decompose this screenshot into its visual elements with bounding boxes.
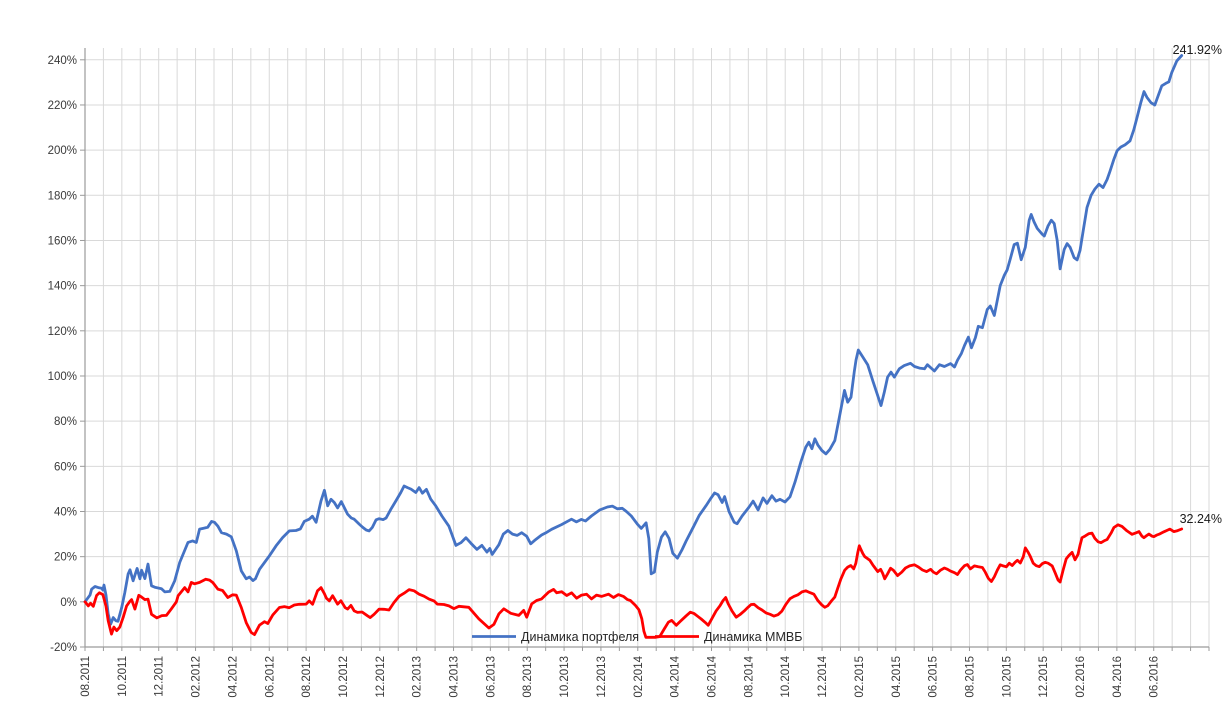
x-tick-label: 04.2015 [891,656,903,698]
y-tick-label: 200% [48,145,77,157]
portfolio-series-line [83,54,1184,626]
y-tick-label: 0% [60,597,77,609]
x-tick-label: 04.2013 [449,656,461,698]
x-tick-label: 10.2012 [338,656,350,698]
x-tick-label: 06.2016 [1149,656,1161,698]
x-tick-label: 04.2012 [227,656,239,698]
x-tick-label: 08.2013 [522,656,534,698]
portfolio-end-value-label: 241.92% [1173,43,1222,57]
x-tick-label: 06.2013 [485,656,497,698]
y-tick-label: 40% [54,506,77,518]
legend-portfolio-label: Динамика портфеля [521,630,639,644]
x-tick-label: 02.2014 [633,655,645,697]
x-tick-label: 12.2014 [817,655,829,697]
y-tick-label: 140% [48,281,77,293]
x-tick-label: 12.2011 [154,656,166,697]
x-tick-label: 08.2011 [80,656,92,697]
y-tick-label: 160% [48,235,77,247]
x-tick-label: 10.2011 [117,656,129,697]
y-tick-label: 80% [54,416,77,428]
x-tick-label: 04.2014 [670,655,682,697]
y-tick-label: 180% [48,190,77,202]
micex-end-value-label: 32.24% [1180,512,1222,526]
micex-series-line [83,523,1184,639]
y-tick-label: 60% [54,461,77,473]
x-tick-label: 12.2013 [596,656,608,698]
y-tick-label: -20% [50,642,77,654]
x-tick-label: 10.2014 [780,655,792,697]
x-tick-label: 08.2014 [743,655,755,697]
x-tick-label: 02.2013 [412,656,424,698]
x-tick-label: 08.2015 [964,656,976,698]
x-tick-label: 06.2014 [706,655,718,697]
x-tick-label: 06.2012 [264,656,276,698]
x-tick-label: 10.2015 [1001,656,1013,698]
x-tick-label: 02.2012 [191,656,203,698]
plot-area: 240% 220% 200% 180% 160% 140% 120% 100% 80% 60% 40… [48,48,1210,698]
y-tick-label: 120% [48,326,77,338]
x-tick-label: 02.2015 [854,656,866,698]
x-tick-label: 06.2015 [928,656,940,698]
legend: Динамика портфеля Динамика ММВБ [472,630,802,644]
y-tick-label: 100% [48,371,77,383]
x-tick-label: 12.2015 [1038,656,1050,698]
legend-micex-label: Динамика ММВБ [704,630,802,644]
y-tick-label: 240% [48,55,77,67]
x-tick-label: 08.2012 [301,656,313,698]
x-tick-label: 02.2016 [1075,656,1087,698]
x-tick-label: 04.2016 [1112,656,1124,698]
y-tick-label: 20% [54,552,77,564]
y-tick-label: 220% [48,100,77,112]
x-tick-label: 10.2013 [559,656,571,698]
x-tick-label: 12.2012 [375,656,387,698]
